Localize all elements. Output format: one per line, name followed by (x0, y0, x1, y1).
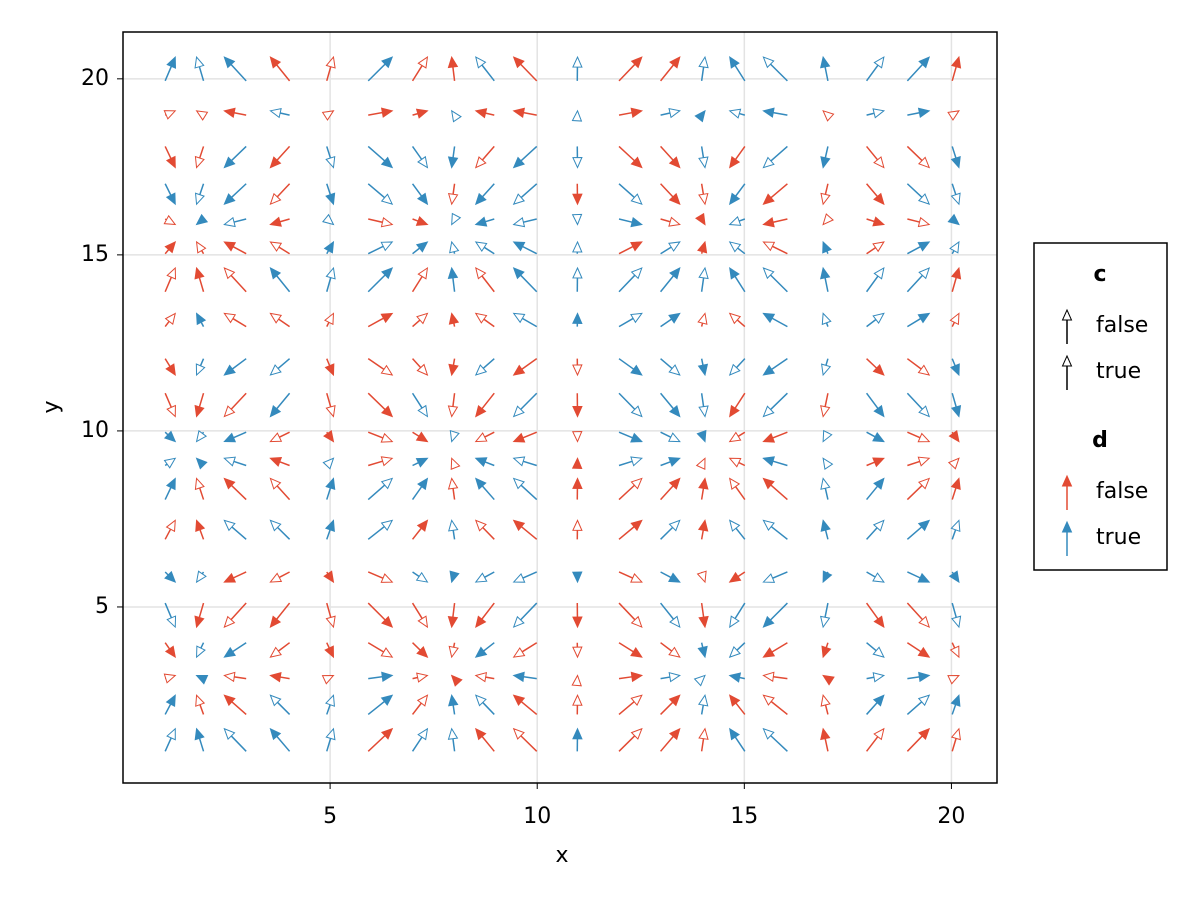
legend-label: true (1096, 525, 1141, 550)
x-tick-label: 20 (937, 804, 965, 829)
legend-label: false (1096, 313, 1148, 338)
arrow-shaft (454, 323, 455, 326)
x-axis-label: x (555, 843, 568, 868)
legend-title: c (1093, 262, 1106, 287)
y-tick-label: 10 (81, 418, 109, 443)
legend-box (1034, 243, 1167, 570)
legend-label: false (1096, 479, 1148, 504)
y-tick-label: 15 (81, 242, 109, 267)
x-tick-label: 15 (730, 804, 758, 829)
arrow-shaft (413, 678, 418, 679)
x-tick-label: 10 (523, 804, 551, 829)
y-axis-label: y (39, 400, 64, 413)
y-tick-label: 5 (95, 594, 109, 619)
arrow-shaft (454, 643, 455, 648)
arrow-shaft (702, 323, 703, 327)
legend-label: true (1096, 359, 1141, 384)
y-tick-label: 20 (81, 66, 109, 91)
legend-title: d (1092, 428, 1108, 453)
x-tick-label: 5 (323, 804, 337, 829)
arrow-shaft (702, 643, 703, 648)
